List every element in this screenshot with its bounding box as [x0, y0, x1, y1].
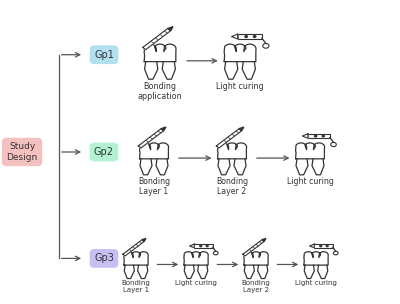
Text: Bonding
Layer 2: Bonding Layer 2	[216, 177, 248, 196]
Circle shape	[213, 251, 218, 255]
Polygon shape	[216, 129, 242, 148]
Polygon shape	[232, 34, 238, 39]
Polygon shape	[143, 29, 171, 50]
Polygon shape	[142, 238, 146, 241]
Circle shape	[245, 36, 247, 37]
Circle shape	[200, 245, 202, 247]
Polygon shape	[124, 265, 134, 278]
Polygon shape	[138, 129, 164, 148]
Circle shape	[254, 36, 256, 37]
Polygon shape	[258, 265, 268, 278]
Polygon shape	[140, 143, 168, 159]
Polygon shape	[162, 62, 175, 79]
Text: Light curing: Light curing	[286, 177, 334, 186]
Text: Bonding
Layer 2: Bonding Layer 2	[242, 280, 270, 293]
Polygon shape	[318, 265, 328, 278]
Polygon shape	[161, 127, 166, 131]
Polygon shape	[156, 159, 168, 175]
Text: Light curing: Light curing	[175, 280, 217, 286]
Polygon shape	[234, 159, 246, 175]
Text: Light curing: Light curing	[295, 280, 337, 286]
Polygon shape	[262, 238, 266, 241]
Circle shape	[206, 245, 208, 247]
Polygon shape	[138, 265, 148, 278]
Polygon shape	[244, 265, 254, 278]
Bar	[308, 134, 330, 139]
Polygon shape	[124, 252, 148, 265]
Polygon shape	[304, 265, 314, 278]
Circle shape	[333, 251, 338, 255]
Polygon shape	[239, 127, 244, 131]
Text: Light curing: Light curing	[216, 82, 264, 91]
Circle shape	[314, 135, 317, 137]
Text: Bonding
application: Bonding application	[138, 82, 182, 101]
Circle shape	[263, 43, 269, 48]
Text: Bonding
Layer 1: Bonding Layer 1	[122, 280, 150, 293]
Polygon shape	[123, 240, 144, 256]
Bar	[194, 244, 213, 248]
Polygon shape	[218, 143, 246, 159]
Bar	[238, 34, 262, 39]
Text: Study
Design: Study Design	[6, 142, 38, 162]
Polygon shape	[190, 244, 194, 248]
Circle shape	[331, 142, 336, 147]
Polygon shape	[310, 244, 314, 248]
Text: Bonding
Layer 1: Bonding Layer 1	[138, 177, 170, 196]
Polygon shape	[184, 252, 208, 265]
Polygon shape	[312, 159, 324, 175]
Text: Gp1: Gp1	[94, 50, 114, 60]
Polygon shape	[302, 134, 308, 138]
Polygon shape	[144, 44, 176, 62]
Polygon shape	[243, 240, 264, 256]
Polygon shape	[218, 159, 230, 175]
Polygon shape	[140, 159, 152, 175]
Polygon shape	[145, 62, 158, 79]
Polygon shape	[184, 265, 194, 278]
Polygon shape	[224, 62, 238, 79]
Bar	[314, 244, 333, 248]
Text: Gp2: Gp2	[94, 147, 114, 157]
Polygon shape	[296, 143, 324, 159]
Polygon shape	[242, 62, 256, 79]
Circle shape	[320, 245, 322, 247]
Circle shape	[322, 135, 324, 137]
Polygon shape	[296, 159, 308, 175]
Polygon shape	[224, 44, 256, 62]
Polygon shape	[304, 252, 328, 265]
Circle shape	[326, 245, 328, 247]
Polygon shape	[168, 27, 173, 31]
Polygon shape	[244, 252, 268, 265]
Text: Gp3: Gp3	[94, 254, 114, 263]
Polygon shape	[198, 265, 208, 278]
